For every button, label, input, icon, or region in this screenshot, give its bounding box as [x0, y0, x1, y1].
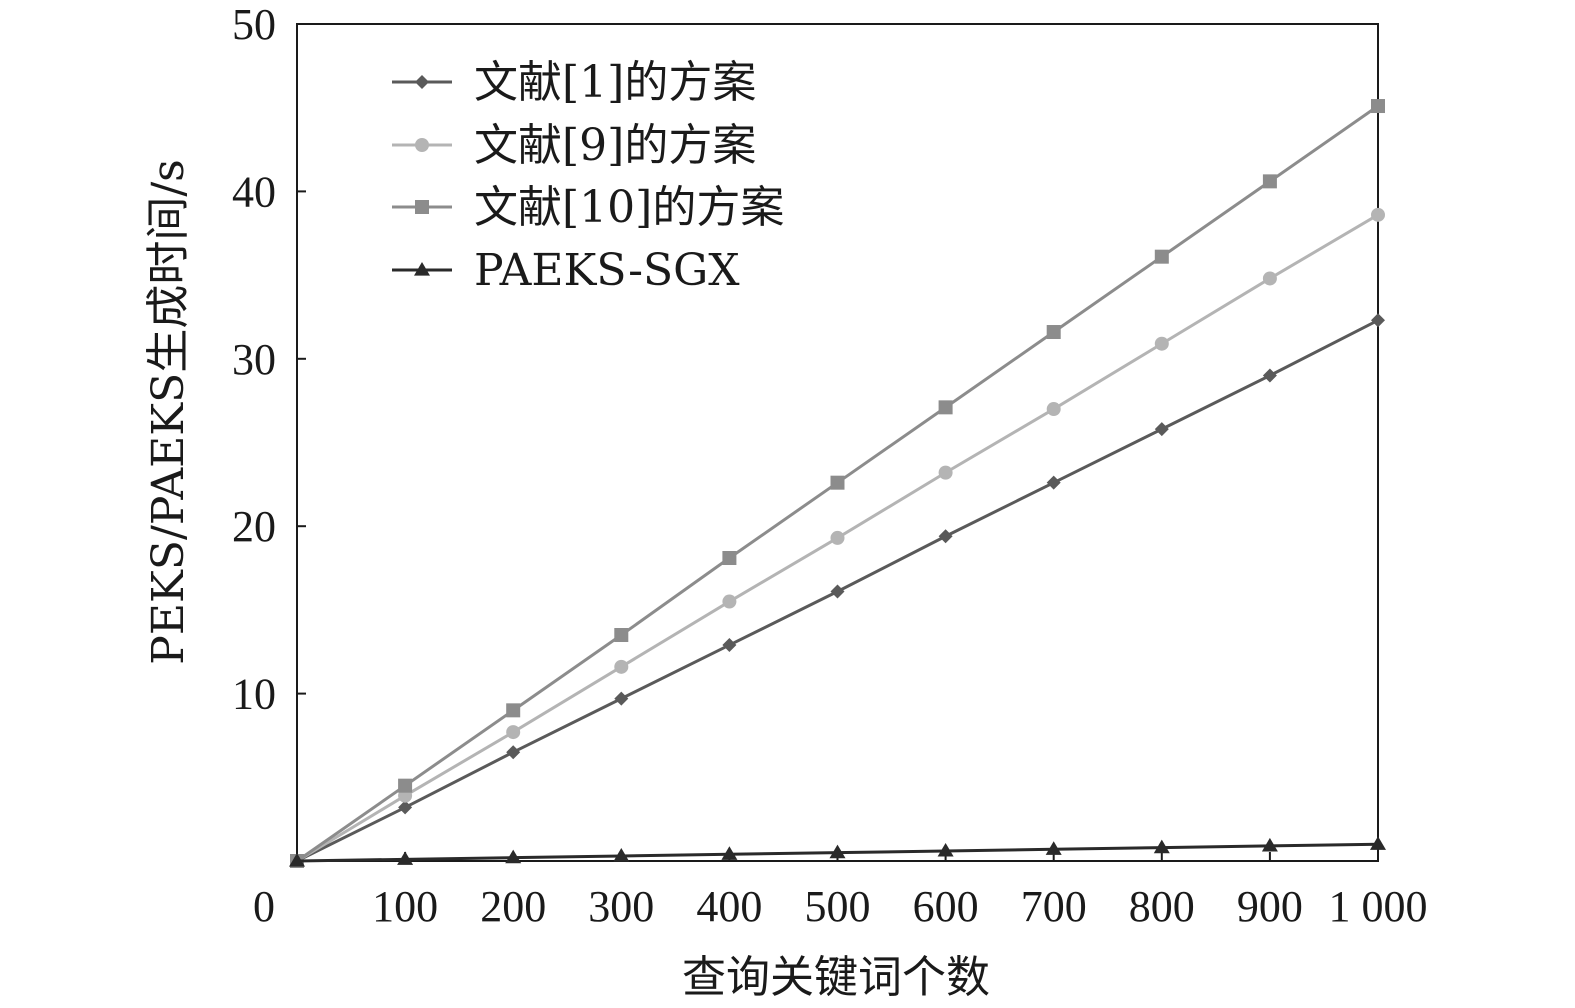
data-point	[614, 659, 629, 674]
data-point	[1262, 174, 1277, 189]
data-point	[1371, 313, 1385, 328]
x-tick-label: 900	[1237, 882, 1303, 931]
data-point	[1371, 207, 1385, 222]
data-point	[506, 725, 521, 740]
data-point	[1046, 325, 1061, 340]
x-tick-label: 500	[805, 882, 871, 931]
data-point	[1154, 249, 1169, 264]
x-axis-label: 查询关键词个数	[682, 952, 990, 1003]
data-point	[722, 594, 737, 609]
data-point	[938, 465, 953, 480]
data-point	[1262, 368, 1277, 383]
legend-item: 文献[1]的方案	[392, 57, 756, 108]
data-point	[830, 530, 845, 545]
y-axis-ticks: 10 20 30 40 50	[232, 0, 306, 719]
series-3	[290, 99, 1385, 868]
data-point	[1370, 836, 1386, 850]
data-point	[613, 847, 630, 862]
data-point	[1154, 336, 1169, 351]
x-tick-label: 600	[913, 882, 979, 931]
x-axis-ticks: 0 100 200 300 400 500 600 700 800 900 1 000	[253, 852, 1428, 931]
legend-label: 文献[1]的方案	[474, 57, 756, 108]
legend-marker	[415, 75, 429, 89]
data-point	[1046, 475, 1061, 490]
x-tick-label: 1 000	[1329, 882, 1428, 931]
data-point	[398, 778, 413, 793]
x-tick-label: 100	[372, 882, 438, 931]
y-tick-label: 50	[232, 0, 276, 49]
legend-marker	[415, 138, 429, 152]
legend-item: 文献[9]的方案	[392, 120, 756, 171]
data-point	[398, 800, 413, 815]
legend-label: 文献[9]的方案	[474, 120, 756, 171]
legend-item: 文献[10]的方案	[392, 182, 784, 233]
data-point	[722, 551, 737, 566]
data-point	[721, 846, 738, 860]
data-point	[1154, 422, 1169, 437]
data-point	[614, 628, 629, 643]
x-tick-label: 400	[696, 882, 762, 931]
y-tick-label: 10	[232, 670, 276, 719]
data-point	[830, 584, 845, 599]
x-tick-label: 800	[1129, 882, 1195, 931]
x-tick-label: 300	[588, 882, 654, 931]
data-point	[289, 853, 305, 867]
data-point	[829, 844, 846, 859]
legend-marker	[414, 262, 430, 276]
data-point	[830, 475, 845, 490]
legend-marker	[415, 200, 429, 214]
data-point	[1261, 837, 1278, 852]
data-point	[938, 400, 953, 415]
data-point	[506, 745, 521, 760]
data-point	[505, 849, 522, 864]
x-tick-label: 700	[1021, 882, 1087, 931]
y-axis-label: PEKS/PAEKS生成时间/s	[143, 159, 194, 664]
data-point	[1045, 841, 1062, 855]
y-tick-label: 20	[232, 502, 276, 551]
y-tick-label: 30	[232, 335, 276, 384]
data-point	[937, 842, 954, 857]
legend-label: PAEKS-SGX	[474, 245, 740, 296]
data-point	[1262, 271, 1277, 286]
data-point	[614, 691, 629, 706]
data-point	[1153, 839, 1170, 854]
data-point	[1046, 402, 1061, 417]
data-point	[1371, 99, 1385, 114]
x-tick-label: 200	[480, 882, 546, 931]
data-point	[506, 703, 521, 718]
legend-item: PAEKS-SGX	[392, 245, 740, 296]
y-tick-label: 40	[232, 167, 276, 216]
series-4	[289, 836, 1386, 867]
data-point	[722, 638, 737, 653]
data-point	[938, 529, 953, 544]
series-layer	[289, 99, 1386, 868]
data-point	[397, 851, 414, 865]
x-tick-label: 0	[253, 882, 275, 931]
legend-label: 文献[10]的方案	[474, 182, 784, 233]
